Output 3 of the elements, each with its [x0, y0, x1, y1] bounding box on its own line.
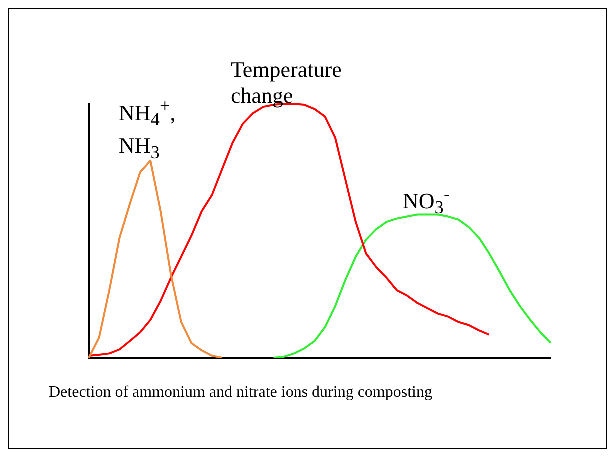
series-label: Temperature change: [231, 57, 343, 109]
series-label: NH$_{4}$$^{+}$, NH$_{3}$: [119, 95, 177, 164]
text: Detection of ammonium and nitrate ions during composting: [49, 384, 432, 402]
